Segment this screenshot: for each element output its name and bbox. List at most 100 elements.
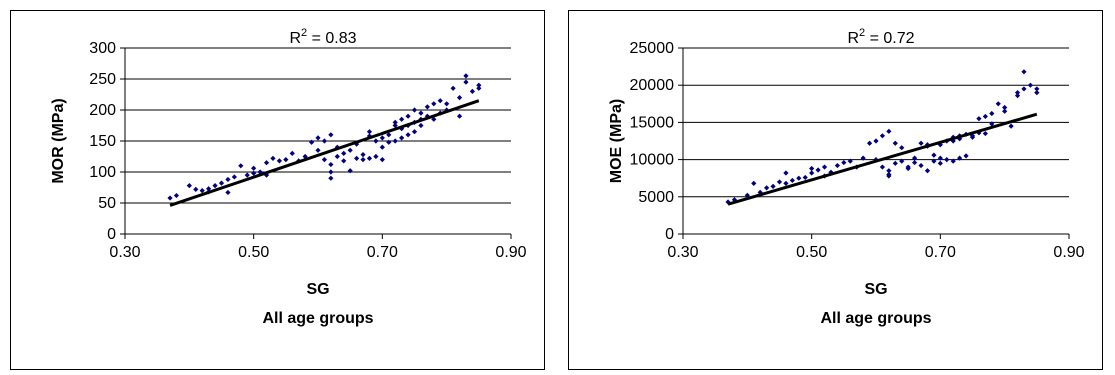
data-point — [392, 138, 398, 144]
data-point — [783, 170, 789, 176]
data-point — [328, 175, 334, 181]
data-point — [373, 153, 379, 160]
y-axis-title: MOR (MPa) — [50, 98, 67, 183]
data-point — [289, 150, 295, 156]
data-point — [873, 138, 879, 144]
data-point — [379, 135, 385, 141]
data-point — [238, 163, 244, 169]
data-point — [399, 116, 405, 122]
data-point — [392, 122, 398, 129]
data-point — [963, 153, 969, 159]
x-tick-label: 0.50 — [238, 244, 269, 261]
data-point — [308, 139, 315, 145]
data-point — [431, 101, 437, 107]
chart-subtitle: All age groups — [820, 310, 931, 327]
y-tick-label: 0 — [665, 226, 674, 243]
data-point — [283, 157, 289, 163]
data-point — [456, 113, 463, 119]
data-point — [796, 175, 802, 181]
data-point — [244, 172, 250, 178]
r-squared-prefix: R — [847, 30, 859, 47]
data-point — [463, 79, 469, 85]
data-point — [847, 158, 853, 164]
data-point — [776, 179, 783, 185]
data-point — [276, 158, 282, 164]
data-point — [764, 185, 770, 191]
data-point — [957, 136, 963, 142]
data-point — [809, 165, 815, 172]
data-point — [821, 164, 828, 170]
y-tick-label: 150 — [89, 133, 116, 150]
data-point — [892, 160, 898, 166]
data-point — [444, 107, 450, 113]
data-point — [918, 162, 924, 169]
data-point — [860, 155, 866, 161]
data-point — [167, 195, 173, 201]
data-point — [931, 158, 937, 164]
data-point — [315, 147, 321, 153]
data-point — [815, 167, 821, 173]
data-point — [373, 138, 379, 144]
data-point — [270, 155, 276, 161]
data-point — [360, 152, 366, 158]
data-point — [1014, 90, 1021, 96]
data-point — [450, 85, 456, 91]
data-point — [969, 134, 976, 140]
y-tick-label: 50 — [98, 195, 116, 212]
data-point — [328, 169, 334, 175]
data-point — [944, 157, 950, 163]
y-tick-label: 10000 — [630, 152, 675, 169]
data-point — [937, 155, 943, 161]
trendline — [169, 99, 480, 207]
data-point — [1021, 86, 1027, 92]
x-tick-label: 0.50 — [796, 244, 827, 261]
data-point — [899, 158, 905, 164]
data-point — [802, 174, 808, 181]
data-point — [225, 189, 231, 196]
x-tick-label: 0.70 — [367, 244, 398, 261]
data-point — [976, 116, 982, 122]
data-point — [386, 132, 392, 138]
data-point — [328, 132, 334, 138]
data-point — [321, 138, 328, 144]
data-point — [456, 95, 463, 101]
data-point — [315, 135, 321, 141]
data-point — [1034, 86, 1040, 92]
data-point — [347, 147, 353, 153]
data-point — [476, 85, 482, 91]
data-point — [924, 168, 931, 174]
data-point — [937, 160, 943, 166]
x-tick-label: 0.90 — [495, 244, 526, 261]
data-point — [789, 177, 795, 184]
data-point — [392, 119, 398, 125]
data-point — [751, 180, 757, 187]
data-point — [995, 101, 1001, 107]
data-point — [347, 168, 353, 174]
y-tick-label: 200 — [89, 102, 116, 119]
mor-scatter-chart: 0 50 100 150 200 250 300 0.30 0.50 0.70 0.90 R2 = 0… — [50, 27, 527, 327]
data-point — [251, 165, 257, 171]
data-point — [931, 152, 937, 158]
data-point — [437, 98, 443, 104]
data-point — [905, 165, 911, 172]
data-point — [809, 170, 815, 176]
data-point — [1008, 123, 1014, 129]
data-point — [354, 155, 360, 161]
moe-scatter-chart: 0 5000 10000 15000 20000 25000 0.30 0.50 0.70 0.9… — [608, 27, 1085, 327]
data-point — [379, 144, 385, 150]
data-point — [982, 113, 988, 120]
data-point — [360, 157, 366, 163]
data-point — [886, 128, 892, 134]
data-point — [334, 153, 340, 160]
data-point — [892, 140, 898, 146]
x-tick-label: 0.30 — [109, 244, 140, 261]
x-tick-label: 0.90 — [1053, 244, 1084, 261]
x-axis-title: SG — [864, 281, 887, 298]
data-point — [1002, 108, 1008, 114]
data-point — [405, 132, 411, 138]
data-point — [231, 174, 237, 180]
data-point — [982, 130, 988, 137]
data-point — [366, 129, 373, 135]
data-point — [173, 192, 180, 199]
r-squared-value: = 0.83 — [307, 30, 356, 47]
